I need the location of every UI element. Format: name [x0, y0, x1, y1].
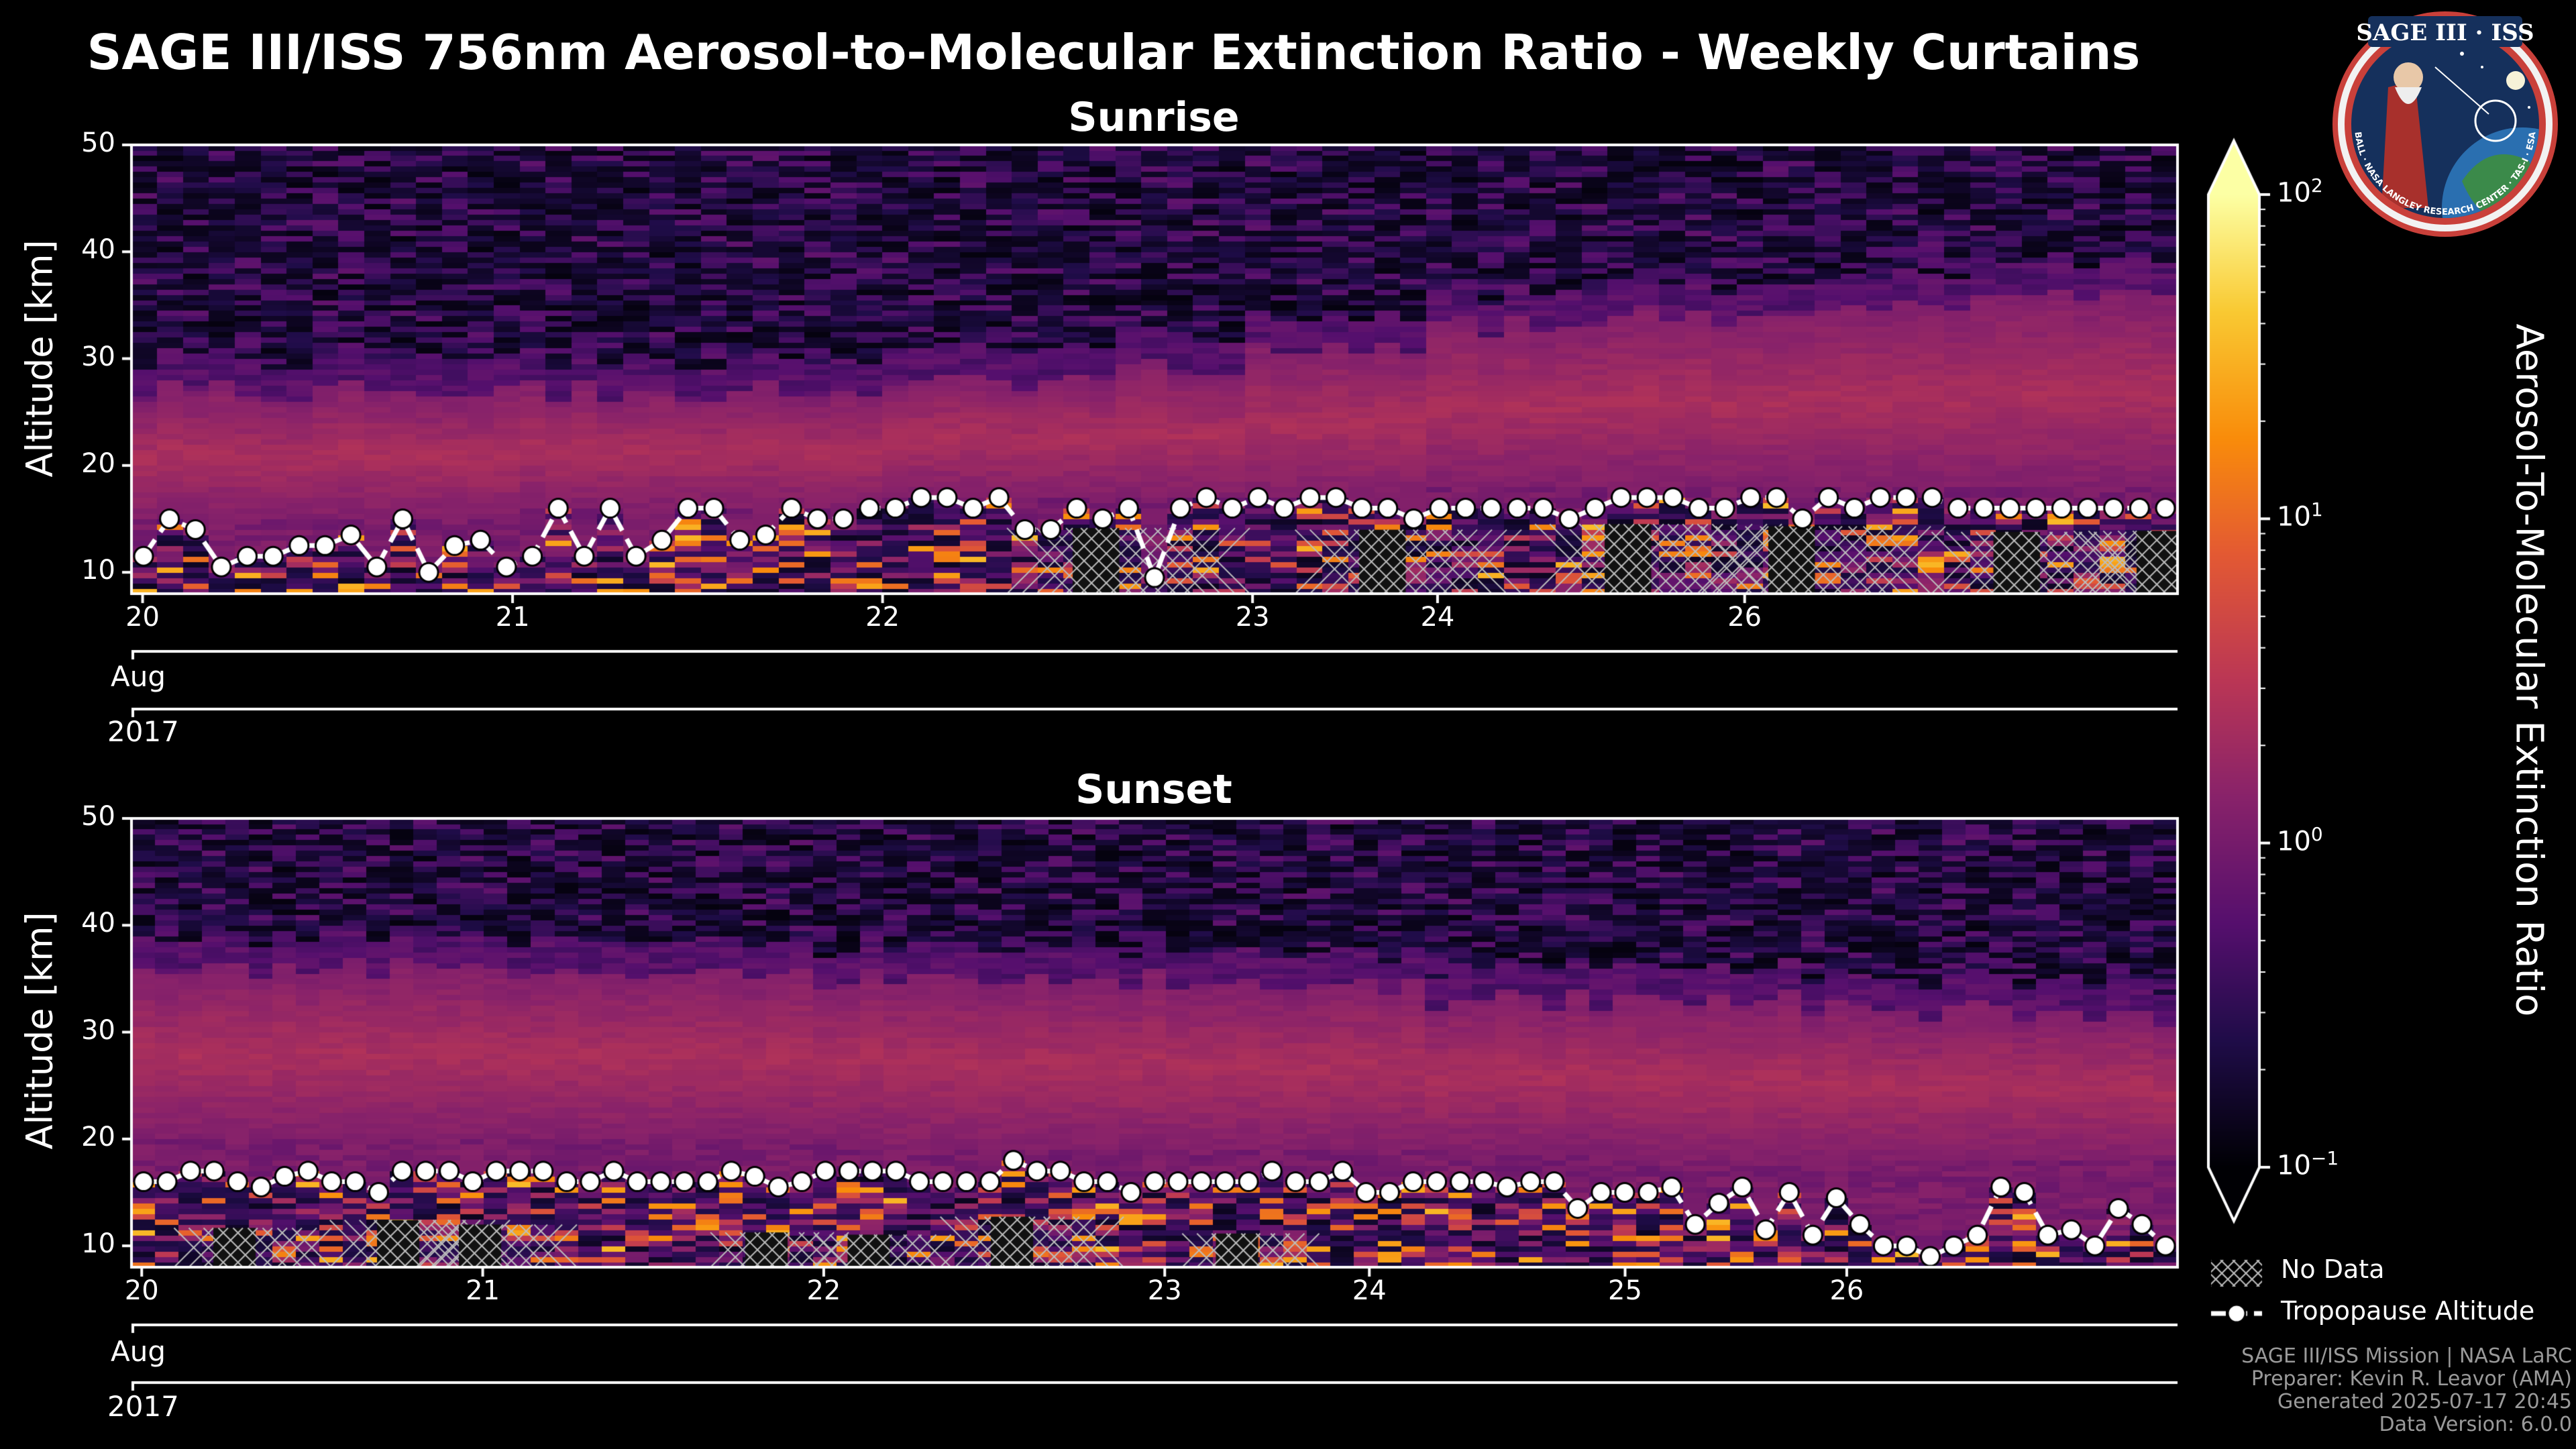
sunset-ytick-10: 10 — [81, 1228, 115, 1260]
sunrise-y-axis-label: Altitude [km] — [18, 239, 61, 478]
sunrise-year-label: 2017 — [107, 715, 179, 748]
credits-mission: SAGE III/ISS Mission | NASA LaRC — [2241, 1344, 2572, 1368]
sunrise-ytick-10: 10 — [81, 555, 115, 586]
sunset-xtick-25: 25 — [1608, 1275, 1642, 1306]
legend-no-data-label: No Data — [2281, 1254, 2385, 1284]
colorbar-tick-1: 100 — [2277, 822, 2323, 857]
sunset-ytick-30: 30 — [81, 1014, 115, 1046]
colorbar-tick-100: 102 — [2277, 174, 2323, 209]
sunset-month-label: Aug — [111, 1335, 166, 1368]
sunset-ytick-40: 40 — [81, 908, 115, 939]
sunrise-ytick-30: 30 — [81, 341, 115, 372]
credits-generated: Generated 2025-07-17 20:45 — [2277, 1390, 2572, 1413]
sunrise-month-label: Aug — [111, 660, 166, 693]
sunset-panel-title: Sunset — [1075, 766, 1232, 813]
main-title: SAGE III/ISS 756nm Aerosol-to-Molecular … — [87, 24, 2141, 80]
credits-version: Data Version: 6.0.0 — [2379, 1413, 2572, 1436]
sunset-year-label: 2017 — [107, 1390, 179, 1423]
sunrise-ytick-50: 50 — [81, 127, 115, 158]
sunrise-xtick-21: 21 — [495, 602, 530, 633]
colorbar-label: Aerosol-To-Molecular Extinction Ratio — [2507, 323, 2551, 1017]
sunrise-xtick-24: 24 — [1420, 602, 1455, 633]
sunrise-xtick-26: 26 — [1727, 602, 1762, 633]
sunrise-xtick-20: 20 — [125, 602, 160, 633]
sunset-ytick-50: 50 — [81, 801, 115, 832]
sunset-xtick-24: 24 — [1352, 1275, 1387, 1306]
sunrise-panel-title: Sunrise — [1068, 94, 1240, 141]
sunset-y-axis-label: Altitude [km] — [18, 912, 61, 1150]
sunrise-xtick-22: 22 — [865, 602, 900, 633]
colorbar-tick-0.1: 10−1 — [2277, 1147, 2339, 1181]
logo-title: SAGE III · ISS — [2356, 19, 2534, 46]
sunset-xtick-26: 26 — [1829, 1275, 1864, 1306]
credits-preparer: Preparer: Kevin R. Leavor (AMA) — [2251, 1367, 2572, 1391]
sunrise-ytick-20: 20 — [81, 447, 115, 479]
sunset-xtick-23: 23 — [1147, 1275, 1182, 1306]
sunrise-ytick-40: 40 — [81, 234, 115, 266]
sage-iii-iss-mission-logo: SAGE III · ISS BALL · NASA LANGLEY RESEA… — [2332, 11, 2558, 237]
sunset-xtick-22: 22 — [806, 1275, 841, 1306]
colorbar-tick-10: 101 — [2277, 498, 2323, 533]
legend-tropopause-label: Tropopause Altitude — [2281, 1296, 2535, 1326]
sunset-ytick-20: 20 — [81, 1121, 115, 1152]
sunset-xtick-21: 21 — [466, 1275, 500, 1306]
sunset-xtick-20: 20 — [124, 1275, 159, 1306]
sunrise-xtick-23: 23 — [1235, 602, 1270, 633]
